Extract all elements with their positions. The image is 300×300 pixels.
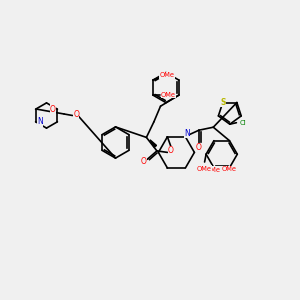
Text: OMe: OMe bbox=[206, 167, 221, 172]
Text: O: O bbox=[196, 143, 202, 152]
Text: O: O bbox=[141, 157, 147, 166]
Text: S: S bbox=[220, 98, 225, 107]
Text: N: N bbox=[37, 117, 43, 126]
Text: OMe: OMe bbox=[221, 166, 236, 172]
Text: O: O bbox=[73, 110, 79, 119]
Text: OMe: OMe bbox=[161, 92, 176, 98]
Text: OMe: OMe bbox=[197, 166, 212, 172]
Text: Cl: Cl bbox=[240, 120, 246, 126]
Text: N: N bbox=[184, 129, 190, 138]
Text: O: O bbox=[50, 105, 56, 114]
Text: O: O bbox=[168, 146, 174, 155]
Polygon shape bbox=[150, 140, 157, 147]
Text: OMe: OMe bbox=[159, 72, 174, 78]
